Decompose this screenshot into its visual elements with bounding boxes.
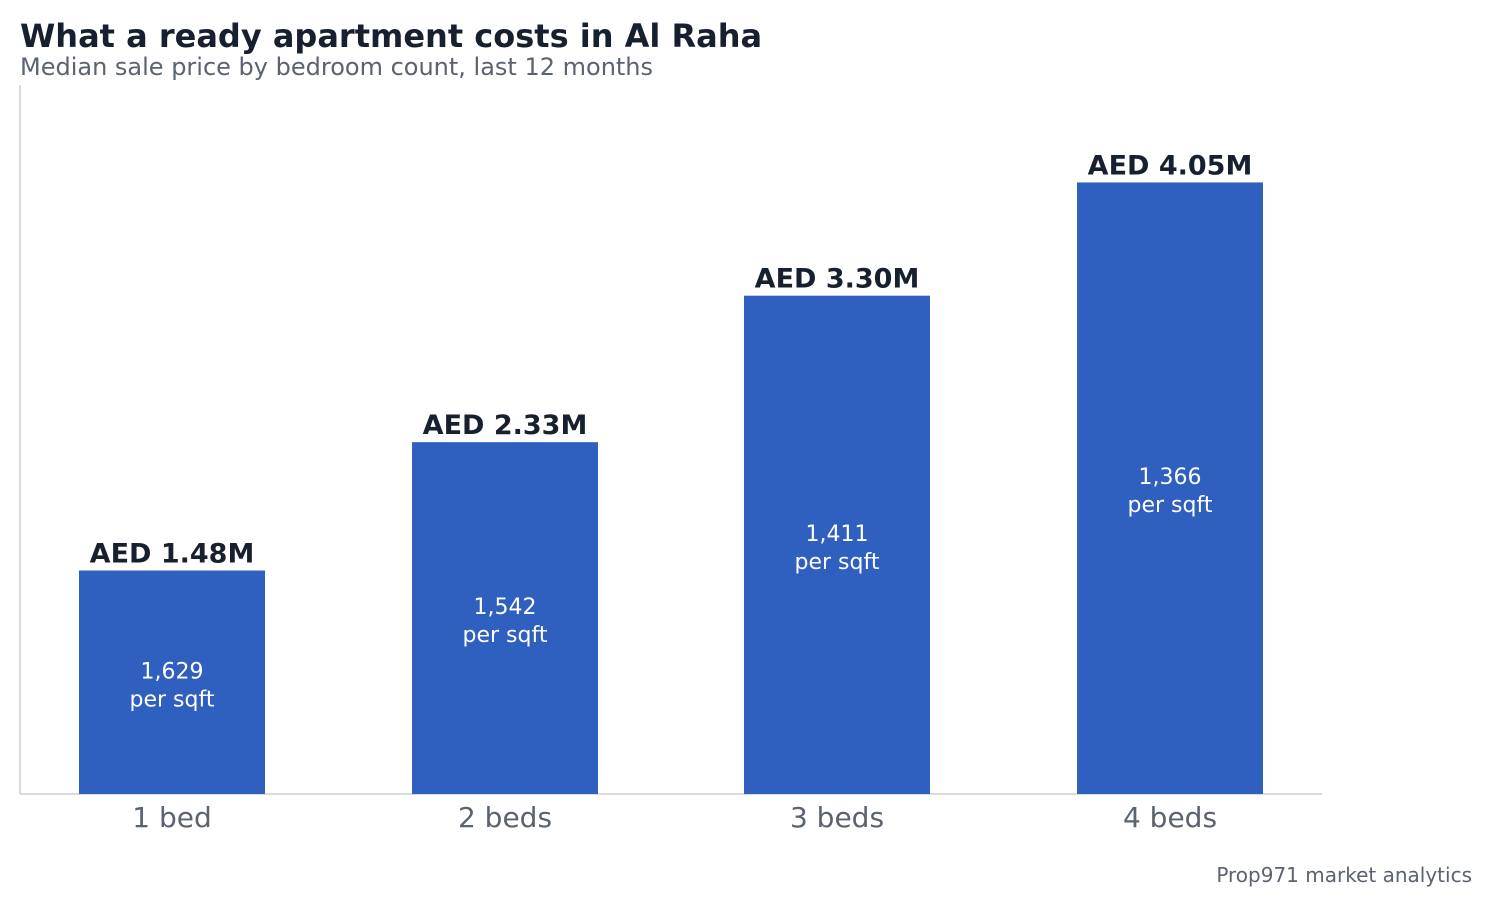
labels-layer: AED 1.48M 1,629 per sqft AED 2.33M 1,542 per … bbox=[90, 150, 1253, 712]
bar-3 bbox=[744, 295, 930, 794]
bars-layer bbox=[79, 182, 1263, 794]
price-per-sqft-label-2: 1,542 bbox=[474, 595, 537, 620]
per-sqft-suffix-2: per sqft bbox=[463, 623, 548, 648]
x-tick-label-2: 2 beds bbox=[458, 801, 552, 834]
chart-subtitle: Median sale price by bedroom count, last… bbox=[20, 53, 653, 81]
price-per-sqft-label-1: 1,629 bbox=[141, 659, 204, 684]
bar-1 bbox=[79, 570, 265, 794]
x-tick-label-3: 3 beds bbox=[790, 801, 884, 834]
per-sqft-suffix-4: per sqft bbox=[1128, 493, 1213, 518]
bar-4 bbox=[1077, 182, 1263, 794]
per-sqft-suffix-1: per sqft bbox=[130, 687, 215, 712]
bar-2 bbox=[412, 442, 598, 794]
chart-title: What a ready apartment costs in Al Raha bbox=[20, 17, 762, 55]
price-per-sqft-label-4: 1,366 bbox=[1139, 465, 1202, 490]
x-tick-label-1: 1 bed bbox=[132, 801, 212, 834]
value-label-1: AED 1.48M bbox=[90, 539, 255, 570]
x-tick-label-4: 4 beds bbox=[1123, 801, 1217, 834]
value-label-2: AED 2.33M bbox=[423, 410, 588, 441]
value-label-4: AED 4.05M bbox=[1088, 150, 1253, 181]
value-label-3: AED 3.30M bbox=[755, 264, 920, 295]
x-tick-labels: 1 bed 2 beds 3 beds 4 beds bbox=[132, 801, 1217, 834]
source-note: Prop971 market analytics bbox=[1216, 863, 1472, 887]
per-sqft-suffix-3: per sqft bbox=[795, 550, 880, 575]
price-per-sqft-label-3: 1,411 bbox=[806, 522, 869, 547]
